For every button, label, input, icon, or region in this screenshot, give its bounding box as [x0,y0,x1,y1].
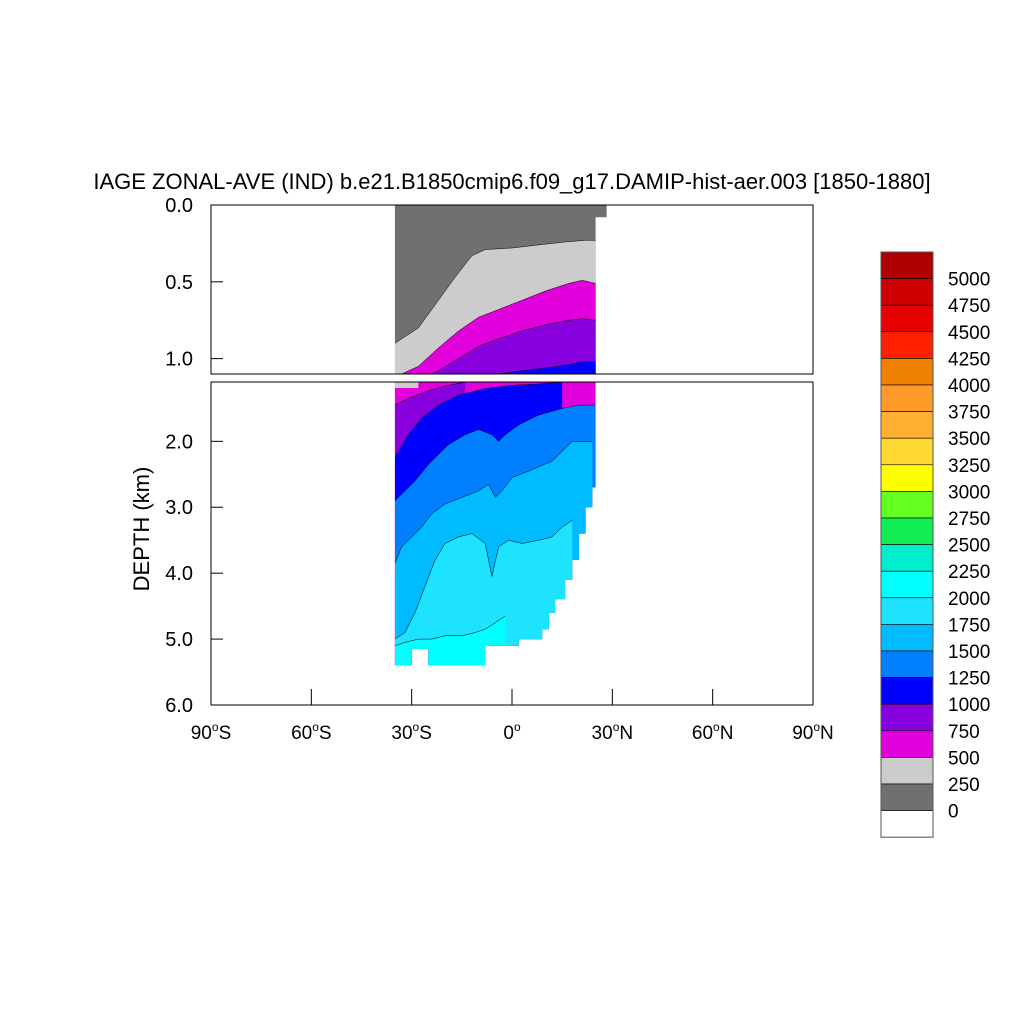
contour-line-lower-2 [394,382,563,458]
x-tick-label: 60oN [692,720,734,744]
upper-panel-frame [210,204,814,375]
y-axis-label: DEPTH (km) [129,467,154,592]
colorbar-label: 3250 [948,456,990,477]
colorbar-label: 250 [948,775,980,796]
colorbar-swatch [880,703,934,732]
contour-fill-lower-250 [394,382,419,388]
colorbar-swatch [880,491,934,519]
colorbar-label: 750 [948,722,980,743]
contour-line-lower-4 [394,441,593,564]
y-tick-label: 6.0 [165,695,193,717]
y-tick-label: 0.0 [165,195,193,217]
colorbar-label: 3000 [948,482,990,503]
colorbar-label: 1500 [948,642,990,663]
colorbar-label: 4250 [948,349,990,370]
contour-line-upper-1 [394,240,596,344]
upper-panel [210,204,814,375]
y-tick-label: 4.0 [165,563,193,585]
colorbar-swatch [880,650,934,678]
colorbar-label: 4750 [948,296,990,317]
colorbar-frame [880,251,934,838]
colorbar-swatch [880,783,934,811]
colorbar-label: 5000 [948,270,990,291]
contour-line-lower-3 [394,404,596,501]
colorbar-label: 2500 [948,536,990,557]
colorbar-label: 4500 [948,323,990,344]
y-tick-label: 2.0 [165,431,193,453]
colorbar-swatch [880,278,934,306]
contour-line-upper-3 [431,318,596,374]
colorbar-label: 0 [948,802,959,823]
colorbar-label: 4000 [948,376,990,397]
colorbar-label: 1250 [948,669,990,690]
contour-line-lower-1 [394,382,466,406]
contour-fill-upper-3 [431,318,596,374]
colorbar-swatch [880,464,934,492]
colorbar-swatch [880,358,934,386]
x-tick-label: 90oN [792,720,834,744]
colorbar-swatch [880,730,934,758]
colorbar-swatch [880,624,934,652]
colorbar-swatch [880,570,934,599]
x-tick-label: 30oS [391,720,432,744]
colorbar-swatch [880,251,934,279]
x-tick-label: 90oS [191,720,232,744]
x-axis-ticks: 90oS 60oS 30oS 0o 30oN 60oN 90oN [191,689,834,744]
colorbar-swatch [880,411,934,439]
y-tick-label: 1.0 [165,349,193,371]
x-tick-label: 30oN [592,720,634,744]
x-tick-label: 0o [503,720,521,744]
contour-line-upper-4 [496,361,596,374]
colorbar-label: 3750 [948,403,990,424]
colorbar-legend: 5000475045004250400037503500325030002750… [880,251,990,838]
chart-title: IAGE ZONAL-AVE (IND) b.e21.B1850cmip6.f0… [93,169,930,194]
colorbar-label: 2750 [948,509,990,530]
x-tick-label: 60oS [291,720,332,744]
colorbar-label: 2250 [948,562,990,583]
y-tick-label: 0.5 [165,272,193,294]
colorbar-swatch [880,597,934,625]
colorbar-label: 500 [948,748,980,769]
lower-panel [210,381,814,706]
colorbar-label: 1750 [948,615,990,636]
contour-line-upper-2 [401,280,596,374]
colorbar-swatch [880,810,934,838]
colorbar-label: 3500 [948,429,990,450]
y-tick-label: 5.0 [165,629,193,651]
colorbar-swatch [880,544,934,572]
colorbar-label: 1000 [948,695,990,716]
contour-line-lower-6 [394,615,506,646]
colorbar-swatch [880,437,934,466]
contour-line-lower-5 [394,520,573,640]
colorbar-swatch [880,757,934,785]
y-axis-ticks: 0.0 0.5 1.0 2.0 3.0 4.0 5.0 6.0 [165,195,223,717]
contour-fill-lower-6 [394,616,506,666]
colorbar-swatch [880,304,934,333]
colorbar-swatch [880,677,934,705]
colorbar-label: 2000 [948,589,990,610]
colorbar-swatch [880,384,934,412]
y-tick-label: 3.0 [165,497,193,519]
colorbar-swatch [880,331,934,359]
colorbar-swatch [880,517,934,545]
